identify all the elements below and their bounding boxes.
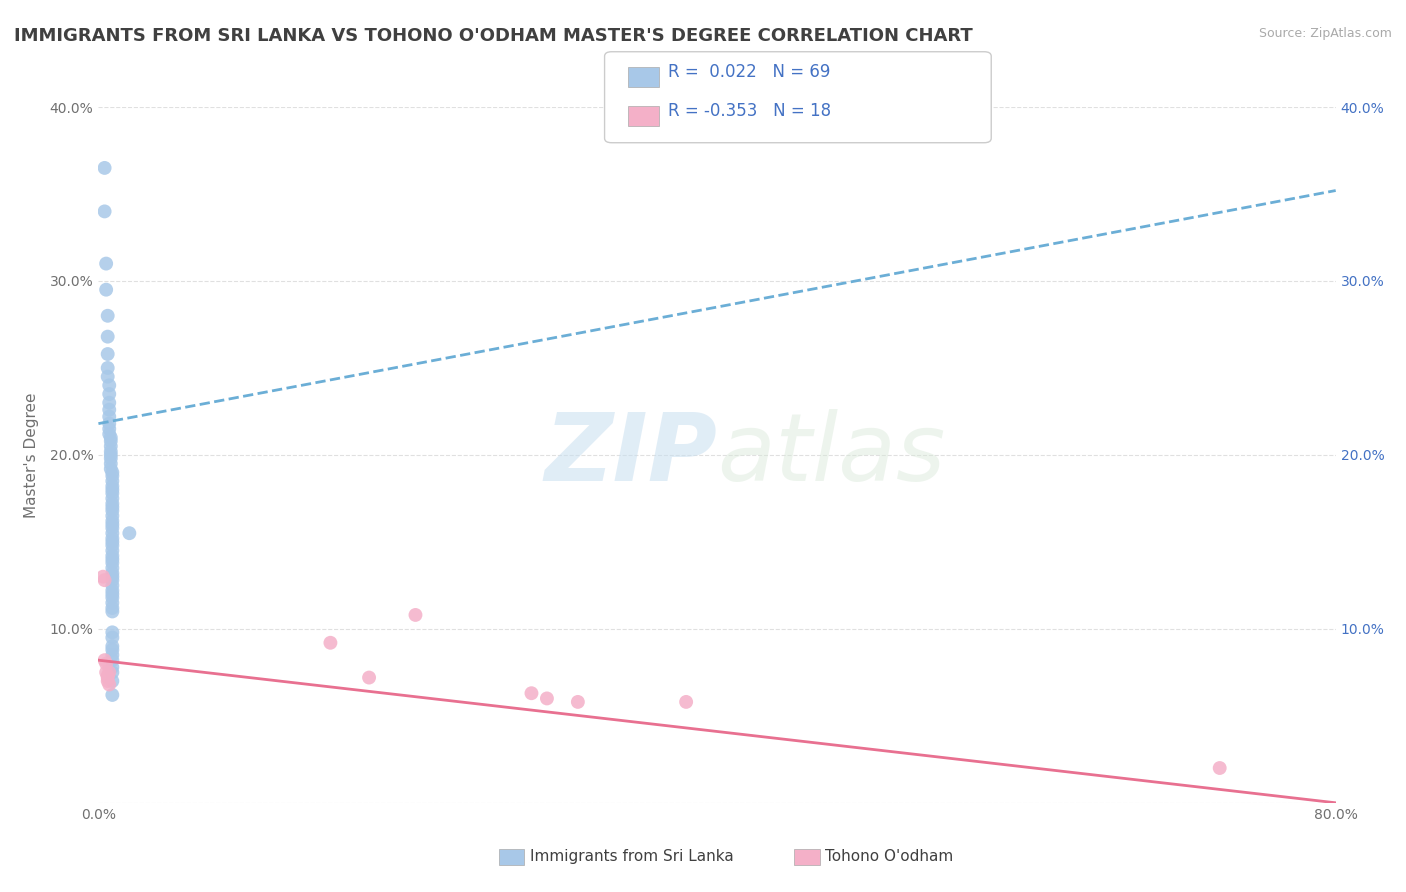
Point	[96, 283, 118, 297]
Text: atlas: atlas	[717, 409, 945, 500]
Point	[97, 671, 120, 685]
Point	[101, 566, 124, 581]
Point	[101, 573, 124, 587]
Text: Tohono O'odham: Tohono O'odham	[825, 849, 953, 863]
Point	[101, 543, 124, 558]
Point	[98, 396, 121, 410]
Point	[101, 466, 124, 480]
Point	[93, 161, 115, 175]
Text: R =  0.022   N = 69: R = 0.022 N = 69	[668, 63, 830, 81]
Point	[100, 439, 122, 453]
Point	[101, 587, 124, 601]
Point	[93, 573, 115, 587]
Point	[101, 625, 124, 640]
Point	[101, 642, 124, 657]
Point	[97, 309, 120, 323]
Point	[101, 479, 124, 493]
Point	[101, 561, 124, 575]
Point	[101, 674, 124, 689]
Point	[93, 204, 115, 219]
Point	[567, 695, 589, 709]
Point	[96, 256, 118, 270]
Point	[101, 583, 124, 598]
Point	[98, 409, 121, 424]
Point	[101, 578, 124, 592]
Point	[100, 451, 122, 466]
Point	[101, 491, 124, 506]
Point	[97, 669, 120, 683]
Point	[101, 665, 124, 680]
Point	[405, 607, 427, 622]
Point	[91, 570, 114, 584]
Point	[101, 474, 124, 488]
Point	[101, 483, 124, 497]
Point	[101, 521, 124, 535]
Point	[96, 665, 118, 680]
Point	[100, 431, 122, 445]
Point	[101, 549, 124, 563]
Point	[98, 665, 121, 680]
Point	[101, 486, 124, 500]
Point	[101, 538, 124, 552]
Text: R = -0.353   N = 18: R = -0.353 N = 18	[668, 103, 831, 120]
Point	[97, 347, 120, 361]
Point	[97, 369, 120, 384]
Point	[97, 329, 120, 343]
Point	[101, 468, 124, 483]
Point	[100, 444, 122, 458]
Point	[101, 508, 124, 523]
Point	[675, 695, 697, 709]
Point	[101, 653, 124, 667]
Point	[101, 639, 124, 653]
Point	[98, 402, 121, 417]
Point	[101, 500, 124, 514]
Point	[101, 556, 124, 570]
Point	[101, 517, 124, 532]
Point	[93, 653, 115, 667]
Point	[118, 526, 141, 541]
Point	[98, 378, 121, 392]
Point	[101, 605, 124, 619]
Point	[98, 387, 121, 401]
Point	[98, 427, 121, 442]
Point	[98, 417, 121, 431]
Point	[520, 686, 543, 700]
Point	[101, 596, 124, 610]
Point	[97, 674, 120, 689]
Text: Immigrants from Sri Lanka: Immigrants from Sri Lanka	[530, 849, 734, 863]
Text: Source: ZipAtlas.com: Source: ZipAtlas.com	[1258, 27, 1392, 40]
Point	[98, 677, 121, 691]
Point	[101, 552, 124, 566]
Point	[1208, 761, 1232, 775]
Point	[100, 462, 122, 476]
Point	[536, 691, 558, 706]
Point	[101, 497, 124, 511]
Point	[101, 660, 124, 674]
Point	[100, 457, 122, 471]
Text: IMMIGRANTS FROM SRI LANKA VS TOHONO O'ODHAM MASTER'S DEGREE CORRELATION CHART: IMMIGRANTS FROM SRI LANKA VS TOHONO O'OD…	[14, 27, 973, 45]
Point	[319, 636, 342, 650]
Point	[97, 360, 120, 375]
Point	[101, 591, 124, 605]
Point	[100, 434, 122, 448]
Text: ZIP: ZIP	[544, 409, 717, 501]
Y-axis label: Master's Degree: Master's Degree	[24, 392, 38, 517]
Point	[101, 534, 124, 549]
Point	[101, 688, 124, 702]
Point	[96, 657, 118, 671]
Point	[101, 570, 124, 584]
Point	[100, 448, 122, 462]
Point	[101, 601, 124, 615]
Point	[101, 631, 124, 645]
Point	[101, 648, 124, 662]
Point	[101, 503, 124, 517]
Point	[101, 514, 124, 528]
Point	[101, 526, 124, 541]
Point	[357, 671, 380, 685]
Point	[101, 532, 124, 546]
Point	[98, 422, 121, 436]
